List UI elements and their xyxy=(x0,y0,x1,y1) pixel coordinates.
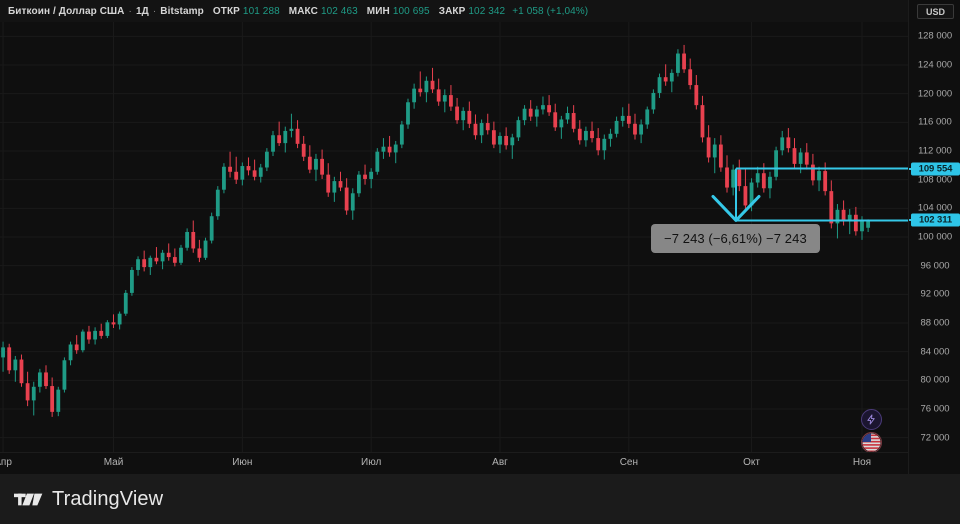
time-tick: Апр xyxy=(0,457,12,468)
ohlc-low-value: 100 695 xyxy=(392,5,430,17)
header-separator-2: · xyxy=(152,5,157,17)
ohlc-low-label: МИН xyxy=(366,5,390,17)
interval-label[interactable]: 1Д xyxy=(135,5,149,17)
candle-series xyxy=(1,44,871,417)
price-axis[interactable]: USD 128 000 124 000 120 000 116 000 112 000 1… xyxy=(908,0,960,474)
ohlc-high: МАКС 102 463 xyxy=(289,6,358,17)
footer-brand-bar: TradingView xyxy=(0,474,960,524)
price-tick: 92 000 xyxy=(920,288,950,300)
price-tick: 88 000 xyxy=(920,317,950,329)
price-change: +1 058 (+1,04%) xyxy=(512,5,589,17)
time-tick: Июн xyxy=(232,457,253,468)
ohlc-open: ОТКР 101 288 xyxy=(213,6,280,17)
price-tick: 80 000 xyxy=(920,374,950,386)
price-tick: 116 000 xyxy=(918,116,952,128)
ohlc-low: МИН 100 695 xyxy=(367,6,430,17)
ohlc-open-label: ОТКР xyxy=(212,5,240,17)
currency-button[interactable]: USD xyxy=(917,4,954,19)
lightning-glyph xyxy=(867,414,875,425)
exchange-label[interactable]: Bitstamp xyxy=(160,5,204,17)
ohlc-high-value: 102 463 xyxy=(320,5,358,17)
chart-header: Биткоин / Доллар США · 1Д · Bitstamp ОТК… xyxy=(0,0,960,22)
ohlc-open-value: 101 288 xyxy=(242,5,280,17)
price-tick: 108 000 xyxy=(917,174,953,186)
us-flag-glyph xyxy=(862,433,881,452)
time-tick: Сен xyxy=(619,457,638,468)
price-line-connector xyxy=(909,219,913,222)
price-line-connector xyxy=(909,167,913,170)
measure-start-price[interactable]: 109 554 xyxy=(911,162,960,176)
price-tick: 72 000 xyxy=(920,432,950,444)
tradingview-wordmark: TradingView xyxy=(52,487,164,510)
tradingview-logo-icon xyxy=(14,493,43,505)
price-tick: 128 000 xyxy=(917,30,953,42)
header-separator-1: · xyxy=(128,5,132,17)
price-tick: 124 000 xyxy=(917,59,953,71)
time-tick: Окт xyxy=(743,457,760,468)
time-tick: Май xyxy=(103,457,124,468)
ohlc-close-value: 102 342 xyxy=(468,5,506,17)
us-flag-icon[interactable] xyxy=(861,432,882,453)
time-tick: Ноя xyxy=(852,457,872,468)
candlestick-canvas xyxy=(0,22,908,452)
symbol-title[interactable]: Биткоин / Доллар США xyxy=(8,5,125,17)
ohlc-close: ЗАКР 102 342 xyxy=(439,6,506,17)
price-tick: 104 000 xyxy=(917,202,953,214)
price-tick: 100 000 xyxy=(917,231,953,243)
price-tick: 112 000 xyxy=(918,145,952,157)
measurement-tool[interactable] xyxy=(711,167,908,222)
time-axis[interactable]: Апр Май Июн Июл Авг Сен Окт Ноя xyxy=(0,452,908,474)
price-tick: 84 000 xyxy=(920,346,950,358)
price-tick: 76 000 xyxy=(920,403,950,415)
price-tick: 120 000 xyxy=(917,88,953,100)
measure-end-price[interactable]: 102 311 xyxy=(911,213,960,227)
ohlc-high-label: МАКС xyxy=(288,5,318,17)
ohlc-close-label: ЗАКР xyxy=(438,5,466,17)
price-tick: 96 000 xyxy=(920,260,950,272)
measurement-tooltip: −7 243 (−6,61%) −7 243 xyxy=(651,224,820,253)
time-tick: Авг xyxy=(492,457,508,468)
time-tick: Июл xyxy=(361,457,382,468)
lightning-icon[interactable] xyxy=(861,409,882,430)
